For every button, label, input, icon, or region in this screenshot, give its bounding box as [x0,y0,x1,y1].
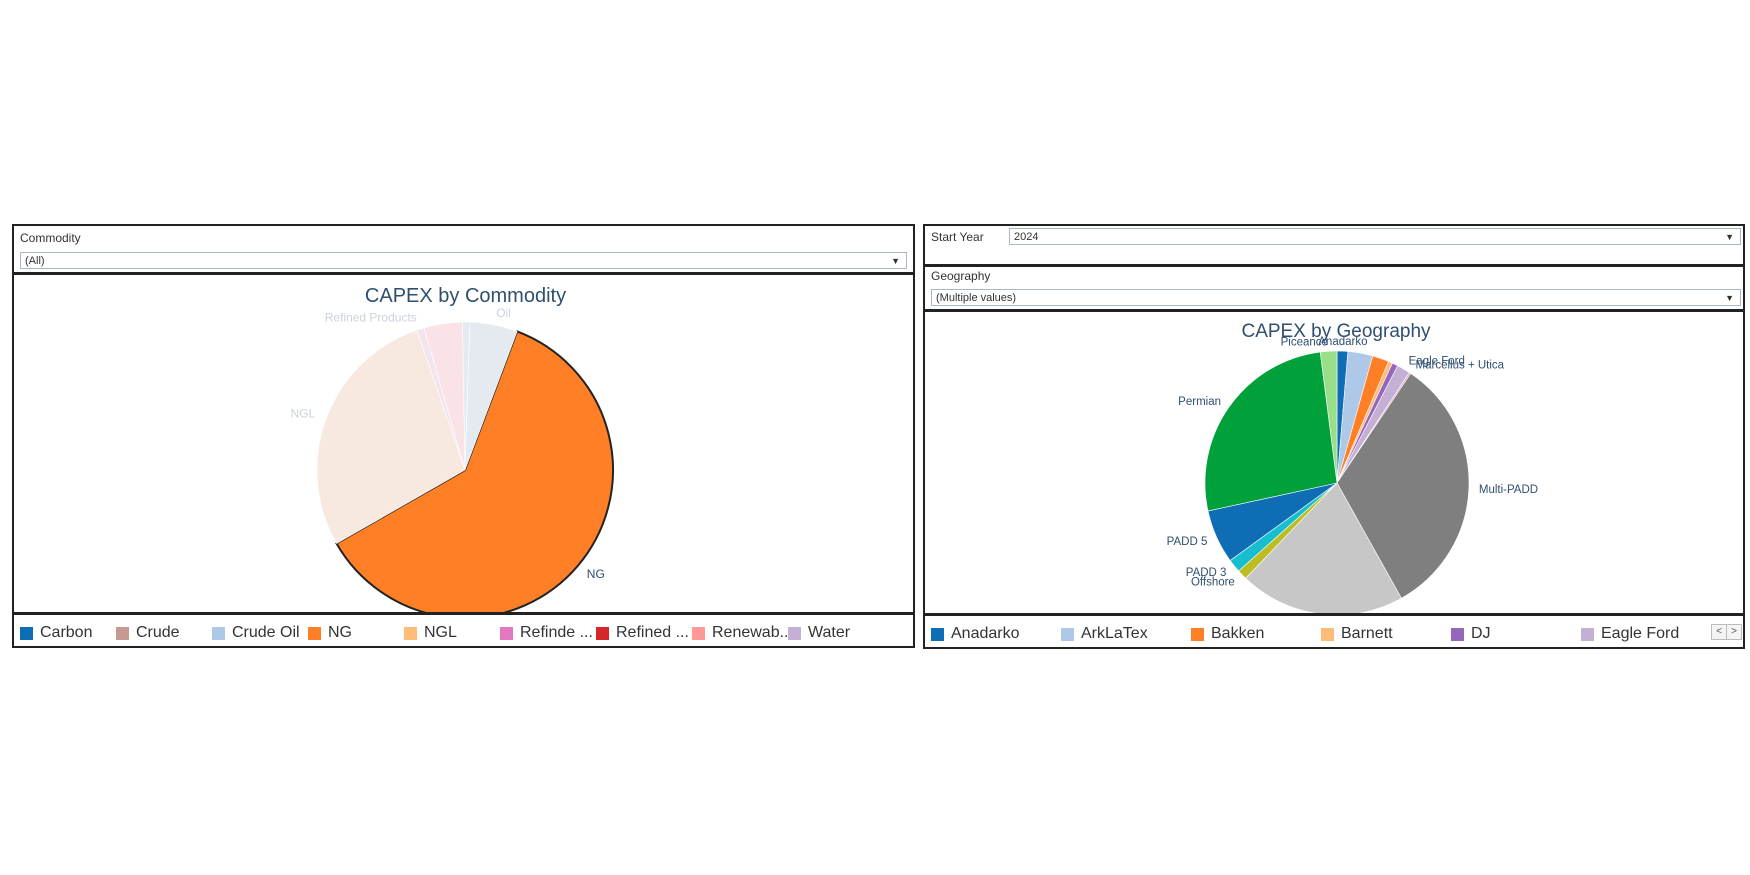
legend-label: Barnett [1341,625,1393,642]
legend-swatch [20,626,33,640]
pie-slice-label: NGL [291,407,316,421]
pie-slice-label: Permian [1178,396,1221,408]
pie-slice-label: Piceance [1281,336,1328,348]
legend-label: Crude Oil [232,624,300,641]
commodity-filter-label: Commodity [20,231,81,245]
pie-slice-label: Refined Products [325,310,417,324]
legend-scroll-left-button[interactable]: < [1711,624,1727,640]
legend-swatch [212,626,225,640]
commodity-dropdown-value: (All) [25,255,45,267]
pie-slice-label: Marcellus + Utica [1416,360,1505,372]
start-year-dropdown[interactable]: 2024 ▼ [1009,228,1741,245]
chevron-down-icon[interactable]: ▼ [1725,293,1734,303]
legend-swatch [1451,627,1464,641]
legend-item[interactable]: Renewab... [692,624,793,642]
geography-filter-panel: Geography (Multiple values) ▼ [923,265,1745,311]
legend-label: Anadarko [951,625,1020,642]
legend-swatch [931,627,944,641]
pie-slice-label: Eagle Ford [1409,355,1465,367]
pie-slice-label: Multi-PADD [1479,484,1538,496]
pie-slice[interactable] [1245,482,1402,613]
start-year-panel: Start Year 2024 ▼ [923,224,1745,266]
capex-by-commodity-panel: CAPEX by Commodity NG NGL Refined Products… [12,273,915,614]
commodity-dropdown[interactable]: (All) ▼ [20,252,907,269]
legend-item[interactable]: Carbon [20,624,92,642]
pie-slice-label: PADD 5 [1167,536,1208,548]
legend-item[interactable]: Refinde ... [500,624,593,642]
legend-label: Refined ... [616,624,689,641]
pie-slice-label: PADD 3 [1186,567,1227,579]
chart-title: CAPEX by Commodity [364,285,567,307]
geography-dropdown-value: (Multiple values) [936,292,1017,304]
legend-swatch [1581,627,1594,641]
legend-label: Carbon [40,624,93,641]
legend-item[interactable]: Crude Oil [212,624,300,642]
geography-dropdown[interactable]: (Multiple values) ▼ [931,289,1741,306]
start-year-value: 2024 [1014,231,1039,243]
pie-slice[interactable] [1319,350,1338,484]
legend-swatch [116,626,129,640]
legend-swatch [1321,627,1334,641]
legend-item[interactable]: Eagle Ford [1581,625,1679,643]
pie-slice-label: NG [587,567,605,581]
legend-label: DJ [1471,625,1491,642]
legend-swatch [1061,627,1074,641]
legend-swatch [692,626,705,640]
legend-label: NG [328,624,352,641]
legend-label: ArkLaTex [1081,625,1148,642]
legend-swatch [596,626,609,640]
pie-slice-label: Offshore [1191,577,1235,589]
geography-filter-label: Geography [931,269,991,283]
legend-label: Bakken [1211,625,1265,642]
pie-slice-label: Oil [496,306,511,320]
legend-label: Refinde ... [520,624,593,641]
pie-slice-label: Anadarko [1318,336,1367,348]
pie-slice[interactable] [1336,373,1470,599]
pie-slice[interactable] [335,330,614,612]
legend-item[interactable]: Refined ... [596,624,689,642]
capex-by-geography-panel: CAPEX by Geography Anadarko Eagle Ford Mar… [923,310,1745,615]
legend-label: Renewab... [712,624,793,641]
legend-scroll-right-button[interactable]: > [1726,624,1742,640]
pie-slice[interactable] [464,321,518,471]
legend-swatch [308,626,321,640]
legend-item[interactable]: DJ [1451,625,1491,643]
legend-item[interactable]: Anadarko [931,625,1020,643]
pie-slice[interactable] [1204,351,1338,512]
legend-label: Crude [136,624,180,641]
legend-item[interactable]: Barnett [1321,625,1393,643]
legend-swatch [1191,627,1204,641]
legend-item[interactable]: Crude [116,624,180,642]
chart-title: CAPEX by Geography [1241,321,1431,342]
commodity-pie-chart[interactable]: NG NGL Refined Products Oil [14,275,913,612]
legend-item[interactable]: Bakken [1191,625,1264,643]
legend-label: Water [808,624,851,641]
geography-legend: Anadarko ArkLaTex Bakken Barnett DJ Eagle For… [923,614,1745,649]
legend-item[interactable]: NGL [404,624,457,642]
legend-swatch [404,626,417,640]
pie-slice[interactable] [316,329,466,544]
chevron-down-icon[interactable]: ▼ [891,256,900,266]
legend-label: Eagle Ford [1601,625,1680,642]
chevron-down-icon[interactable]: ▼ [1725,232,1734,242]
legend-swatch [500,626,513,640]
commodity-filter-panel: Commodity (All) ▼ [12,224,915,274]
legend-item[interactable]: NG [308,624,352,642]
legend-swatch [788,626,801,640]
legend-item[interactable]: ArkLaTex [1061,625,1148,643]
commodity-legend: Carbon Crude Crude Oil NG NGL Refinde ... Refi… [12,613,915,648]
legend-item[interactable]: Water [788,624,850,642]
legend-label: NGL [424,624,457,641]
start-year-label: Start Year [931,230,984,244]
